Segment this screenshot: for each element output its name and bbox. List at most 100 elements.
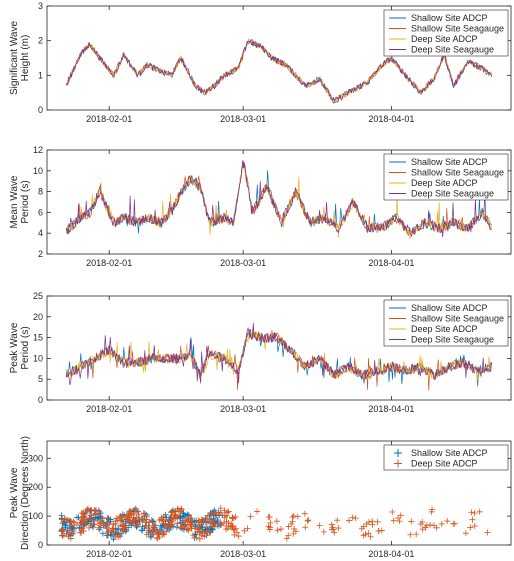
series-line-4 <box>66 322 493 386</box>
scatter-point-2 <box>221 514 228 521</box>
scatter-point-2 <box>106 520 113 527</box>
scatter-point-2 <box>85 505 92 512</box>
y-axis-label-line: Peak Wave <box>9 467 20 518</box>
x-tick-label: 2018-02-01 <box>86 549 132 559</box>
scatter-point-2 <box>247 513 254 520</box>
scatter-point-2 <box>119 514 126 521</box>
y-axis-label-line: Height (m) <box>20 35 31 82</box>
scatter-point-2 <box>212 520 219 527</box>
legend-label: Deep Site ADCP <box>411 34 478 44</box>
y-tick-label: 3 <box>38 1 43 11</box>
scatter-point-2 <box>241 527 248 534</box>
x-tick-label: 2018-04-01 <box>368 404 414 414</box>
scatter-point-2 <box>125 512 132 519</box>
legend-label: Shallow Site ADCP <box>411 448 488 458</box>
scatter-point-2 <box>63 530 70 537</box>
scatter-point-2 <box>174 520 181 527</box>
scatter-point-2 <box>62 516 69 523</box>
scatter-point-2 <box>166 522 173 529</box>
scatter-point-2 <box>427 521 434 528</box>
scatter-point-1 <box>90 524 97 531</box>
scatter-point-2 <box>369 521 376 528</box>
scatter-point-2 <box>360 532 367 539</box>
scatter-point-2 <box>438 520 445 527</box>
scatter-point-2 <box>60 519 67 526</box>
scatter-point-2 <box>429 506 436 513</box>
scatter-point-1 <box>192 531 199 538</box>
scatter-point-2 <box>95 507 102 514</box>
scatter-point-2 <box>221 507 228 514</box>
plot-area <box>46 295 512 401</box>
legend-label: Deep Site ADCP <box>411 324 478 334</box>
scatter-point-2 <box>85 524 92 531</box>
scatter-point-2 <box>143 531 150 538</box>
scatter-point-2 <box>135 516 142 523</box>
scatter-point-2 <box>126 509 133 516</box>
scatter-point-2 <box>244 525 251 532</box>
scatter-point-2 <box>285 532 292 539</box>
scatter-point-2 <box>229 522 236 529</box>
y-axis-label: Peak WavePeriod (s) <box>9 322 31 373</box>
scatter-point-2 <box>193 534 200 541</box>
scatter-point-2 <box>108 527 115 534</box>
scatter-point-2 <box>156 527 163 534</box>
y-axis-label-line: Period (s) <box>20 326 31 369</box>
scatter-point-2 <box>77 520 84 527</box>
scatter-point-2 <box>177 525 184 532</box>
scatter-point-1 <box>135 508 142 515</box>
y-tick-label: 10 <box>33 353 43 363</box>
scatter-point-2 <box>334 517 341 524</box>
scatter-point-2 <box>159 531 166 538</box>
y-tick-label: 0 <box>38 105 43 115</box>
x-tick-label: 2018-04-01 <box>368 114 414 124</box>
scatter-point-2 <box>181 522 188 529</box>
scatter-point-2 <box>58 515 65 522</box>
series-line-2 <box>66 38 492 104</box>
scatter-point-2 <box>471 522 478 529</box>
scatter-point-2 <box>92 510 99 517</box>
scatter-point-2 <box>374 518 381 525</box>
scatter-point-2 <box>91 521 98 528</box>
scatter-point-2 <box>103 522 110 529</box>
scatter-point-2 <box>67 527 74 534</box>
scatter-point-2 <box>155 531 162 538</box>
scatter-point-2 <box>304 517 311 524</box>
y-axis-label: Mean WavePeriod (s) <box>9 175 31 228</box>
scatter-point-2 <box>128 520 135 527</box>
scatter-point-2 <box>143 513 150 520</box>
scatter-point-2 <box>285 523 292 530</box>
scatter-point-2 <box>152 526 159 533</box>
scatter-point-2 <box>140 510 147 517</box>
scatter-point-2 <box>294 513 301 520</box>
scatter-point-2 <box>195 517 202 524</box>
scatter-point-1 <box>112 530 119 537</box>
scatter-point-2 <box>450 520 457 527</box>
scatter-point-2 <box>419 526 426 533</box>
scatter-point-2 <box>198 516 205 523</box>
scatter-point-2 <box>196 535 203 542</box>
scatter-point-2 <box>305 517 312 524</box>
x-tick-label: 2018-03-01 <box>220 258 266 268</box>
scatter-point-2 <box>367 533 374 540</box>
scatter-point-2 <box>82 519 89 526</box>
scatter-point-2 <box>125 517 132 524</box>
scatter-point-2 <box>100 522 107 529</box>
scatter-point-2 <box>196 529 203 536</box>
y-axis-label: Significant WaveHeight (m) <box>9 21 31 96</box>
scatter-point-1 <box>158 524 165 531</box>
scatter-point-2 <box>156 533 163 540</box>
plot-area <box>46 440 512 546</box>
panel-2: 2 4 6 8 10 12 2018-02-01 2018-03-01 2018-04-01 Me… <box>9 145 512 268</box>
scatter-point-2 <box>80 513 87 520</box>
scatter-point-2 <box>331 529 338 536</box>
y-axis-label-line: Direction (Degrees North) <box>20 436 31 550</box>
x-tick-label: 2018-04-01 <box>368 549 414 559</box>
scatter-point-2 <box>184 518 191 525</box>
scatter-point-2 <box>274 527 281 534</box>
scatter-point-2 <box>109 526 116 532</box>
scatter-point-2 <box>88 515 95 522</box>
scatter-point-2 <box>198 532 205 539</box>
y-axis-label-line: Significant Wave <box>9 21 20 96</box>
scatter-point-2 <box>171 511 178 518</box>
